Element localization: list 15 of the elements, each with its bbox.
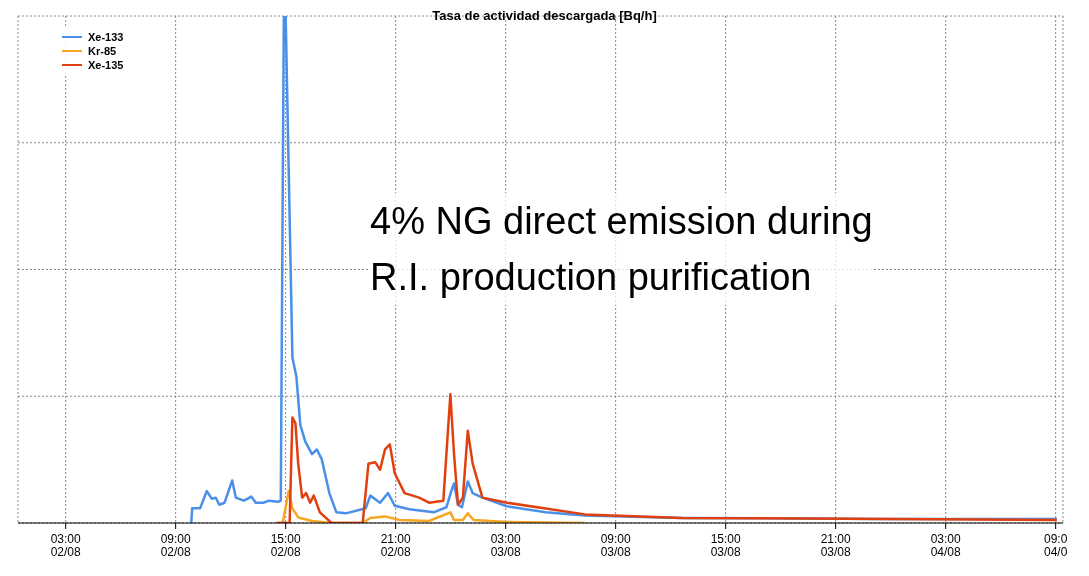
x-tick-label: 09:00 02/08 (160, 532, 192, 559)
x-tick-label: 15:00 02/08 (270, 532, 302, 559)
x-tick-label: 09:00 03/08 (600, 532, 632, 559)
x-tick-label: 15:00 03/08 (710, 532, 742, 559)
x-tick-label: 03:00 02/08 (50, 532, 82, 559)
legend-label: Xe-133 (88, 31, 124, 43)
x-tick-label: 21:00 03/08 (820, 532, 852, 559)
x-tick-label: 03:00 04/08 (930, 532, 962, 559)
legend-label: Kr-85 (88, 45, 117, 57)
chart-title: Tasa de actividad descargada [Bq/h] (431, 8, 658, 23)
annotation: 4% NG direct emission during R.I. production purification (370, 193, 873, 305)
x-tick-label: 09:0 04/0 (1043, 532, 1068, 559)
x-tick-label: 03:00 03/08 (490, 532, 522, 559)
x-tick-label: 21:00 02/08 (380, 532, 412, 559)
legend-label: Xe-135 (88, 59, 124, 71)
